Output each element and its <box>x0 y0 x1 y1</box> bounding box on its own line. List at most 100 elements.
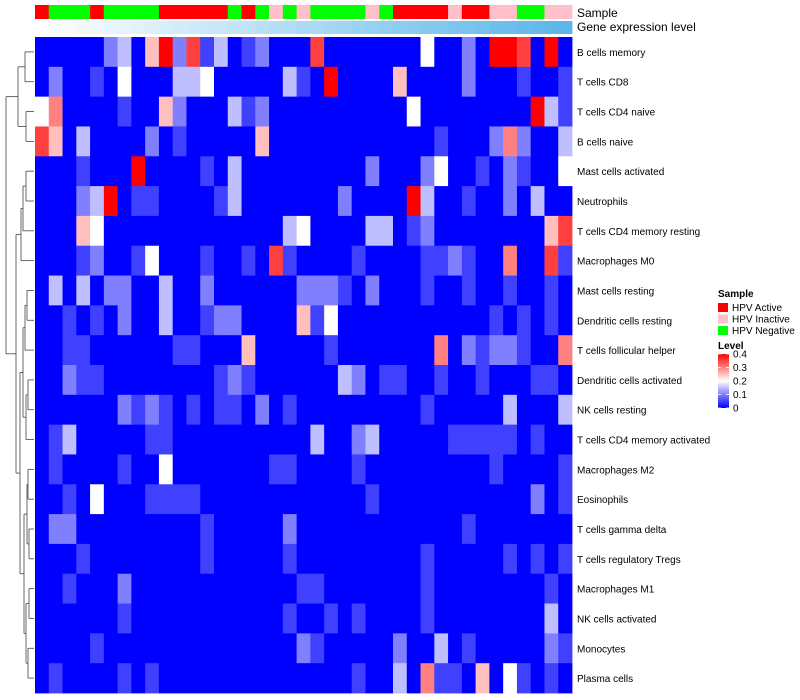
heatmap-cell <box>310 484 325 515</box>
heatmap-cell <box>90 633 105 664</box>
heatmap-cell <box>448 275 463 306</box>
heatmap-cell <box>448 543 463 575</box>
row-label: T cells CD8 <box>577 78 629 89</box>
heatmap-cell <box>530 215 545 247</box>
heatmap-cell <box>282 424 298 455</box>
heatmap-cell <box>62 335 77 366</box>
sample-annotation-cell <box>379 5 394 19</box>
heatmap-cell <box>544 156 559 187</box>
sample-annotation-cell <box>503 5 518 19</box>
heatmap-cell <box>158 514 174 545</box>
heatmap-cell <box>131 514 146 545</box>
heatmap-cell <box>489 394 504 426</box>
heatmap-cell <box>310 514 325 545</box>
heatmap-cell <box>351 633 366 664</box>
heatmap-cell <box>475 663 490 694</box>
heatmap-cell <box>489 335 504 366</box>
heatmap-cell <box>269 96 284 127</box>
heatmap-cell <box>448 514 463 545</box>
heatmap-cell <box>351 275 366 306</box>
heatmap-cell <box>158 573 174 604</box>
heatmap-cell <box>365 37 380 68</box>
heatmap-cell <box>420 394 435 426</box>
heatmap-cell <box>461 275 477 306</box>
heatmap-cell <box>544 603 559 634</box>
heatmap-cell <box>434 394 449 426</box>
heatmap-cell <box>282 186 298 217</box>
heatmap-cell <box>186 633 201 664</box>
heatmap-cell <box>544 394 559 426</box>
sample-annotation-cell <box>241 5 256 19</box>
heatmap-cell <box>420 275 435 306</box>
heatmap-cell <box>516 394 532 426</box>
heatmap-cell <box>379 633 394 664</box>
heatmap-cell <box>379 335 394 366</box>
heatmap-cell <box>269 484 284 515</box>
heatmap-cell <box>337 126 353 157</box>
heatmap-cell <box>544 514 559 545</box>
heatmap-cell <box>200 37 215 68</box>
heatmap-cell <box>269 543 284 575</box>
heatmap-cell <box>227 186 242 217</box>
heatmap-cell <box>117 633 132 664</box>
gene-expression-cell <box>296 21 311 34</box>
heatmap-cell <box>131 603 146 634</box>
heatmap-cell <box>448 603 463 634</box>
heatmap-cell <box>351 424 366 455</box>
heatmap-cell <box>337 424 353 455</box>
heatmap-cell <box>269 126 284 157</box>
heatmap-cell <box>434 543 449 575</box>
heatmap-cell <box>227 514 242 545</box>
heatmap-cell <box>172 394 187 426</box>
heatmap-cell <box>503 424 518 455</box>
heatmap-cell <box>558 394 573 426</box>
heatmap-cell <box>35 365 50 396</box>
heatmap-cell <box>227 96 242 127</box>
heatmap-cell <box>117 66 132 98</box>
heatmap-cell <box>214 424 229 455</box>
heatmap-cell <box>35 335 50 366</box>
heatmap-cell <box>90 215 105 247</box>
heatmap-cell <box>434 245 449 276</box>
heatmap-cell <box>337 335 353 366</box>
sample-annotation-cell <box>227 5 242 19</box>
heatmap-cell <box>76 603 91 634</box>
heatmap-cell <box>324 633 339 664</box>
heatmap-cell <box>62 215 77 247</box>
heatmap-cell <box>158 96 174 127</box>
heatmap-cell <box>103 37 119 68</box>
heatmap-cell <box>434 365 449 396</box>
gene-expression-cell <box>200 21 215 34</box>
row-label: B cells memory <box>577 48 645 59</box>
heatmap-cell <box>269 633 284 664</box>
heatmap-cell <box>62 245 77 276</box>
row-dendrogram <box>5 51 34 679</box>
heatmap-cell <box>103 96 119 127</box>
heatmap-cell <box>503 603 518 634</box>
heatmap-cell <box>200 394 215 426</box>
sample-annotation-cell <box>200 5 215 19</box>
sample-annotation-cell <box>76 5 91 19</box>
heatmap-cell <box>90 96 105 127</box>
level-tick-label: 0.1 <box>733 390 747 401</box>
heatmap-cell <box>516 275 532 306</box>
heatmap-cell <box>461 37 477 68</box>
heatmap-cell <box>406 66 421 98</box>
heatmap-cell <box>516 484 532 515</box>
gene-expression-cell <box>489 21 504 34</box>
heatmap-cell <box>48 215 63 247</box>
heatmap-cell <box>227 37 242 68</box>
heatmap-cell <box>503 484 518 515</box>
heatmap-cell <box>241 66 256 98</box>
heatmap-cell <box>145 633 160 664</box>
heatmap-cell <box>351 66 366 98</box>
heatmap-cell <box>324 365 339 396</box>
heatmap-cell <box>90 305 105 336</box>
heatmap-cell <box>62 633 77 664</box>
heatmap-cell <box>530 275 545 306</box>
heatmap-cell <box>393 37 408 68</box>
heatmap-cell <box>461 394 477 426</box>
heatmap-cell <box>241 633 256 664</box>
heatmap-cell <box>145 543 160 575</box>
sample-annotation-cell <box>62 5 77 19</box>
